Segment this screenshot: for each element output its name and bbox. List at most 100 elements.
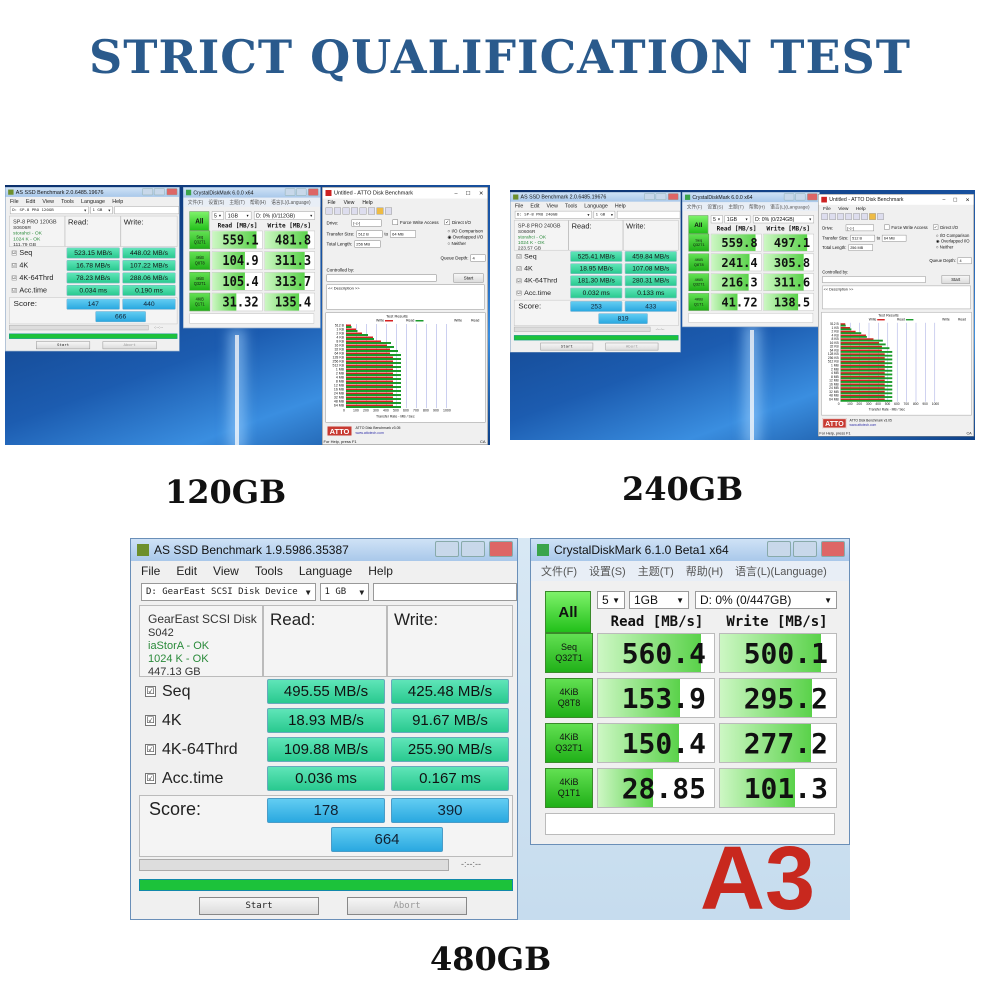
menu-item[interactable]: File — [823, 205, 831, 212]
toolbar-icon[interactable] — [368, 207, 375, 215]
menu-item[interactable]: Help — [112, 198, 124, 205]
test-button[interactable]: Seq Q32T1 — [688, 233, 710, 252]
maximize-icon[interactable]: ☐ — [465, 190, 471, 197]
menu-item[interactable]: Help — [368, 564, 393, 578]
checkbox[interactable]: ☑ — [145, 773, 156, 784]
test-button[interactable]: 4KiB Q32T1 — [688, 273, 710, 291]
text-field[interactable] — [373, 583, 517, 601]
toolbar-icon[interactable] — [845, 213, 852, 220]
menu-item[interactable]: Tools — [61, 198, 74, 205]
toolbar-icon[interactable] — [869, 213, 876, 220]
force-write-checkbox[interactable] — [392, 219, 398, 225]
toolbar-icon[interactable] — [877, 213, 884, 220]
io-comparison-radio[interactable]: ○ I/O Comparison — [447, 228, 483, 234]
menu-item[interactable]: Edit — [176, 564, 198, 578]
menu-item[interactable]: Help — [362, 199, 373, 206]
direct-io-checkbox[interactable]: ✓ — [933, 224, 939, 230]
length-select[interactable]: 256 MB — [848, 244, 873, 251]
size-select[interactable]: 1GB ▼ — [225, 211, 252, 220]
minimize-button[interactable] — [783, 193, 795, 201]
close-icon[interactable]: ✕ — [965, 197, 970, 203]
transfer-to-select[interactable]: 64 MB — [882, 234, 907, 242]
drive-select[interactable]: [-c-] — [845, 224, 874, 232]
checkbox[interactable]: ☑ — [516, 290, 522, 296]
drive-select[interactable]: D: 0% (0/224GB) ▼ — [752, 215, 815, 224]
close-button[interactable] — [489, 541, 513, 557]
menu-item[interactable]: 文件(F) — [541, 566, 578, 578]
menu-item[interactable]: View — [343, 199, 355, 206]
maximize-button[interactable] — [655, 193, 667, 200]
abort-button[interactable]: Abort — [102, 341, 157, 350]
start-button[interactable]: Start — [36, 341, 91, 350]
minimize-button[interactable] — [142, 188, 154, 196]
comment-field[interactable] — [189, 313, 315, 324]
minimize-button[interactable] — [644, 193, 655, 200]
menu-item[interactable]: 主题(T) — [229, 199, 245, 206]
menu-item[interactable]: 设置(S) — [707, 204, 724, 210]
toolbar-icon[interactable] — [342, 207, 350, 215]
minimize-button[interactable] — [435, 541, 459, 557]
comment-field[interactable] — [688, 313, 814, 323]
controlled-by-select[interactable] — [822, 276, 926, 283]
menu-item[interactable]: View — [838, 205, 849, 212]
menu-item[interactable]: 语言(L)(Language) — [770, 204, 810, 210]
start-button[interactable]: Start — [199, 897, 319, 915]
checkbox[interactable]: ☑ — [516, 278, 522, 284]
menu-item[interactable]: File — [141, 564, 161, 578]
menu-item[interactable]: Edit — [530, 202, 540, 209]
test-button[interactable]: Seq Q32T1 — [189, 230, 211, 250]
menu-item[interactable]: 帮助(H) — [685, 566, 724, 578]
toolbar-icon[interactable] — [334, 207, 341, 215]
checkbox[interactable]: ☑ — [145, 715, 156, 726]
test-button[interactable]: 4KiB Q8T8 — [688, 253, 710, 272]
overlapped-radio[interactable]: ◉ Overlapped I/O — [447, 234, 484, 240]
start-button[interactable]: Start — [941, 275, 970, 284]
io-comparison-radio[interactable]: ○ I/O Comparison — [935, 233, 970, 238]
test-button[interactable]: Seq Q32T1 — [545, 633, 593, 673]
toolbar-icon[interactable] — [853, 213, 860, 220]
test-button[interactable]: 4KiB Q1T1 — [189, 292, 211, 312]
menu-item[interactable]: File — [9, 198, 19, 205]
close-button[interactable] — [166, 188, 178, 196]
menu-item[interactable]: View — [42, 198, 54, 205]
checkbox[interactable]: ☑ — [516, 266, 522, 271]
controlled-by-select[interactable] — [326, 274, 437, 282]
maximize-button[interactable] — [793, 541, 817, 557]
size-select[interactable]: 1 GB ▼ — [90, 206, 113, 215]
drive-select[interactable]: D: 0% (0/112GB) ▼ — [253, 211, 316, 220]
menu-item[interactable]: 主题(T) — [637, 566, 674, 578]
menu-item[interactable]: 文件(F) — [686, 204, 703, 210]
minimize-icon[interactable]: – — [454, 190, 458, 196]
checkbox[interactable]: ☑ — [516, 254, 522, 259]
overlapped-radio[interactable]: ◉ Overlapped I/O — [935, 238, 970, 244]
menu-item[interactable]: File — [514, 202, 524, 209]
checkbox[interactable]: ☑ — [145, 744, 156, 755]
maximize-icon[interactable]: ☐ — [952, 197, 958, 203]
menu-item[interactable]: 帮助(H) — [249, 199, 267, 206]
menu-item[interactable]: Language — [584, 202, 608, 209]
close-button[interactable] — [667, 193, 679, 200]
start-button[interactable]: Start — [453, 273, 484, 283]
minimize-button[interactable] — [767, 541, 791, 557]
toolbar-icon[interactable] — [861, 213, 868, 220]
menu-item[interactable]: Help — [855, 205, 866, 212]
checkbox[interactable]: ☑ — [145, 686, 156, 697]
drive-select[interactable]: D: SP-8 PRO 120GB ▼ — [9, 206, 89, 215]
drive-select[interactable]: [-c-] — [351, 219, 382, 227]
menu-item[interactable]: Tools — [254, 564, 283, 578]
menu-item[interactable]: Language — [298, 564, 353, 578]
menu-item[interactable]: Language — [80, 198, 106, 205]
drive-select[interactable]: D: SP-8 PRO 240GB ▼ — [514, 210, 592, 219]
menu-item[interactable]: View — [213, 564, 239, 578]
toolbar-icon[interactable] — [325, 207, 333, 215]
menu-item[interactable]: 设置(S) — [589, 566, 626, 578]
maximize-button[interactable] — [461, 541, 485, 557]
close-button[interactable] — [308, 188, 319, 196]
minimize-button[interactable] — [284, 188, 296, 196]
size-select[interactable]: 1 GB ▼ — [319, 583, 370, 601]
all-button[interactable]: All — [688, 215, 709, 234]
test-button[interactable]: 4KiB Q8T8 — [545, 678, 593, 718]
menu-item[interactable]: Tools — [564, 202, 578, 209]
checkbox[interactable]: ☑ — [11, 263, 17, 268]
test-button[interactable]: 4KiB Q1T1 — [688, 293, 710, 311]
